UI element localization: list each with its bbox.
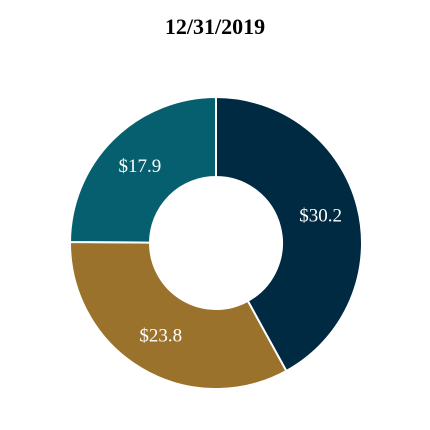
donut-slices: [68, 95, 363, 390]
donut-slice-2: [69, 241, 288, 390]
slice-label-2: $23.8: [139, 325, 182, 346]
donut-slice-3: [68, 95, 217, 244]
chart-title: 12/31/2019: [164, 14, 266, 39]
slice-label-3: $17.9: [119, 156, 162, 177]
donut-slice-1: [215, 95, 363, 373]
donut-labels: $30.2 $23.8 $17.9: [119, 156, 342, 346]
slice-label-1: $30.2: [299, 206, 342, 227]
